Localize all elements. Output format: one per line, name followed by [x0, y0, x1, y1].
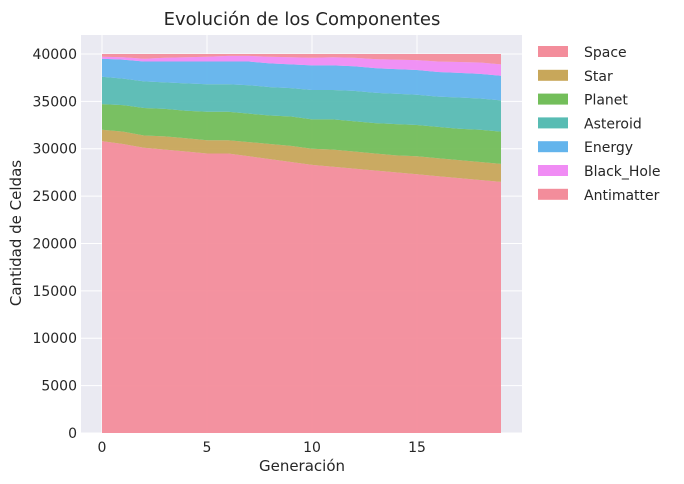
- y-tick-label: 15000: [32, 284, 77, 300]
- legend-label-star: Star: [584, 69, 613, 85]
- x-tick-label: 5: [203, 440, 212, 456]
- legend-swatch-space: [538, 46, 568, 57]
- area-asteroid: [102, 76, 501, 132]
- y-tick-label: 0: [68, 426, 77, 442]
- areas: [102, 53, 501, 433]
- chart-title: Evolución de los Componentes: [164, 9, 441, 30]
- legend-swatch-asteroid: [538, 117, 568, 129]
- area-energy: [102, 58, 501, 101]
- x-tick-label: 10: [303, 440, 321, 456]
- legend-label-space: Space: [584, 45, 627, 61]
- legend: Space Star Planet Asteroid Energy Black_Hole A…: [538, 45, 660, 204]
- legend-label-black-hole: Black_Hole: [584, 164, 660, 180]
- area-planet: [102, 104, 501, 164]
- x-ticks: 0 5 10 15: [98, 440, 426, 456]
- legend-swatch-star: [538, 69, 568, 81]
- y-tick-label: 35000: [32, 94, 77, 110]
- x-axis-label: Generación: [259, 457, 345, 475]
- legend-label-planet: Planet: [584, 93, 628, 109]
- legend-swatch-antimatter: [538, 188, 568, 200]
- y-axis-label: Cantidad de Celdas: [7, 160, 25, 306]
- y-tick-label: 5000: [41, 379, 77, 395]
- legend-swatch-planet: [538, 93, 568, 105]
- legend-label-asteroid: Asteroid: [584, 116, 642, 132]
- y-ticks: 0 5000 10000 15000 20000 25000 30000 35000 40000: [32, 47, 77, 442]
- x-tick-label: 15: [408, 440, 426, 456]
- area-antimatter: [102, 53, 501, 65]
- legend-swatch-black-hole: [538, 165, 568, 176]
- y-tick-label: 40000: [32, 47, 77, 63]
- x-tick-label: 0: [98, 440, 107, 456]
- y-tick-label: 25000: [32, 189, 77, 205]
- y-tick-label: 10000: [32, 331, 77, 347]
- area-space: [102, 141, 501, 433]
- area-star: [102, 129, 501, 182]
- legend-swatch-energy: [538, 141, 568, 153]
- y-tick-label: 20000: [32, 236, 77, 252]
- legend-label-energy: Energy: [584, 140, 633, 156]
- area-black-hole: [102, 55, 501, 76]
- legend-label-antimatter: Antimatter: [584, 188, 660, 204]
- y-tick-label: 30000: [32, 142, 77, 158]
